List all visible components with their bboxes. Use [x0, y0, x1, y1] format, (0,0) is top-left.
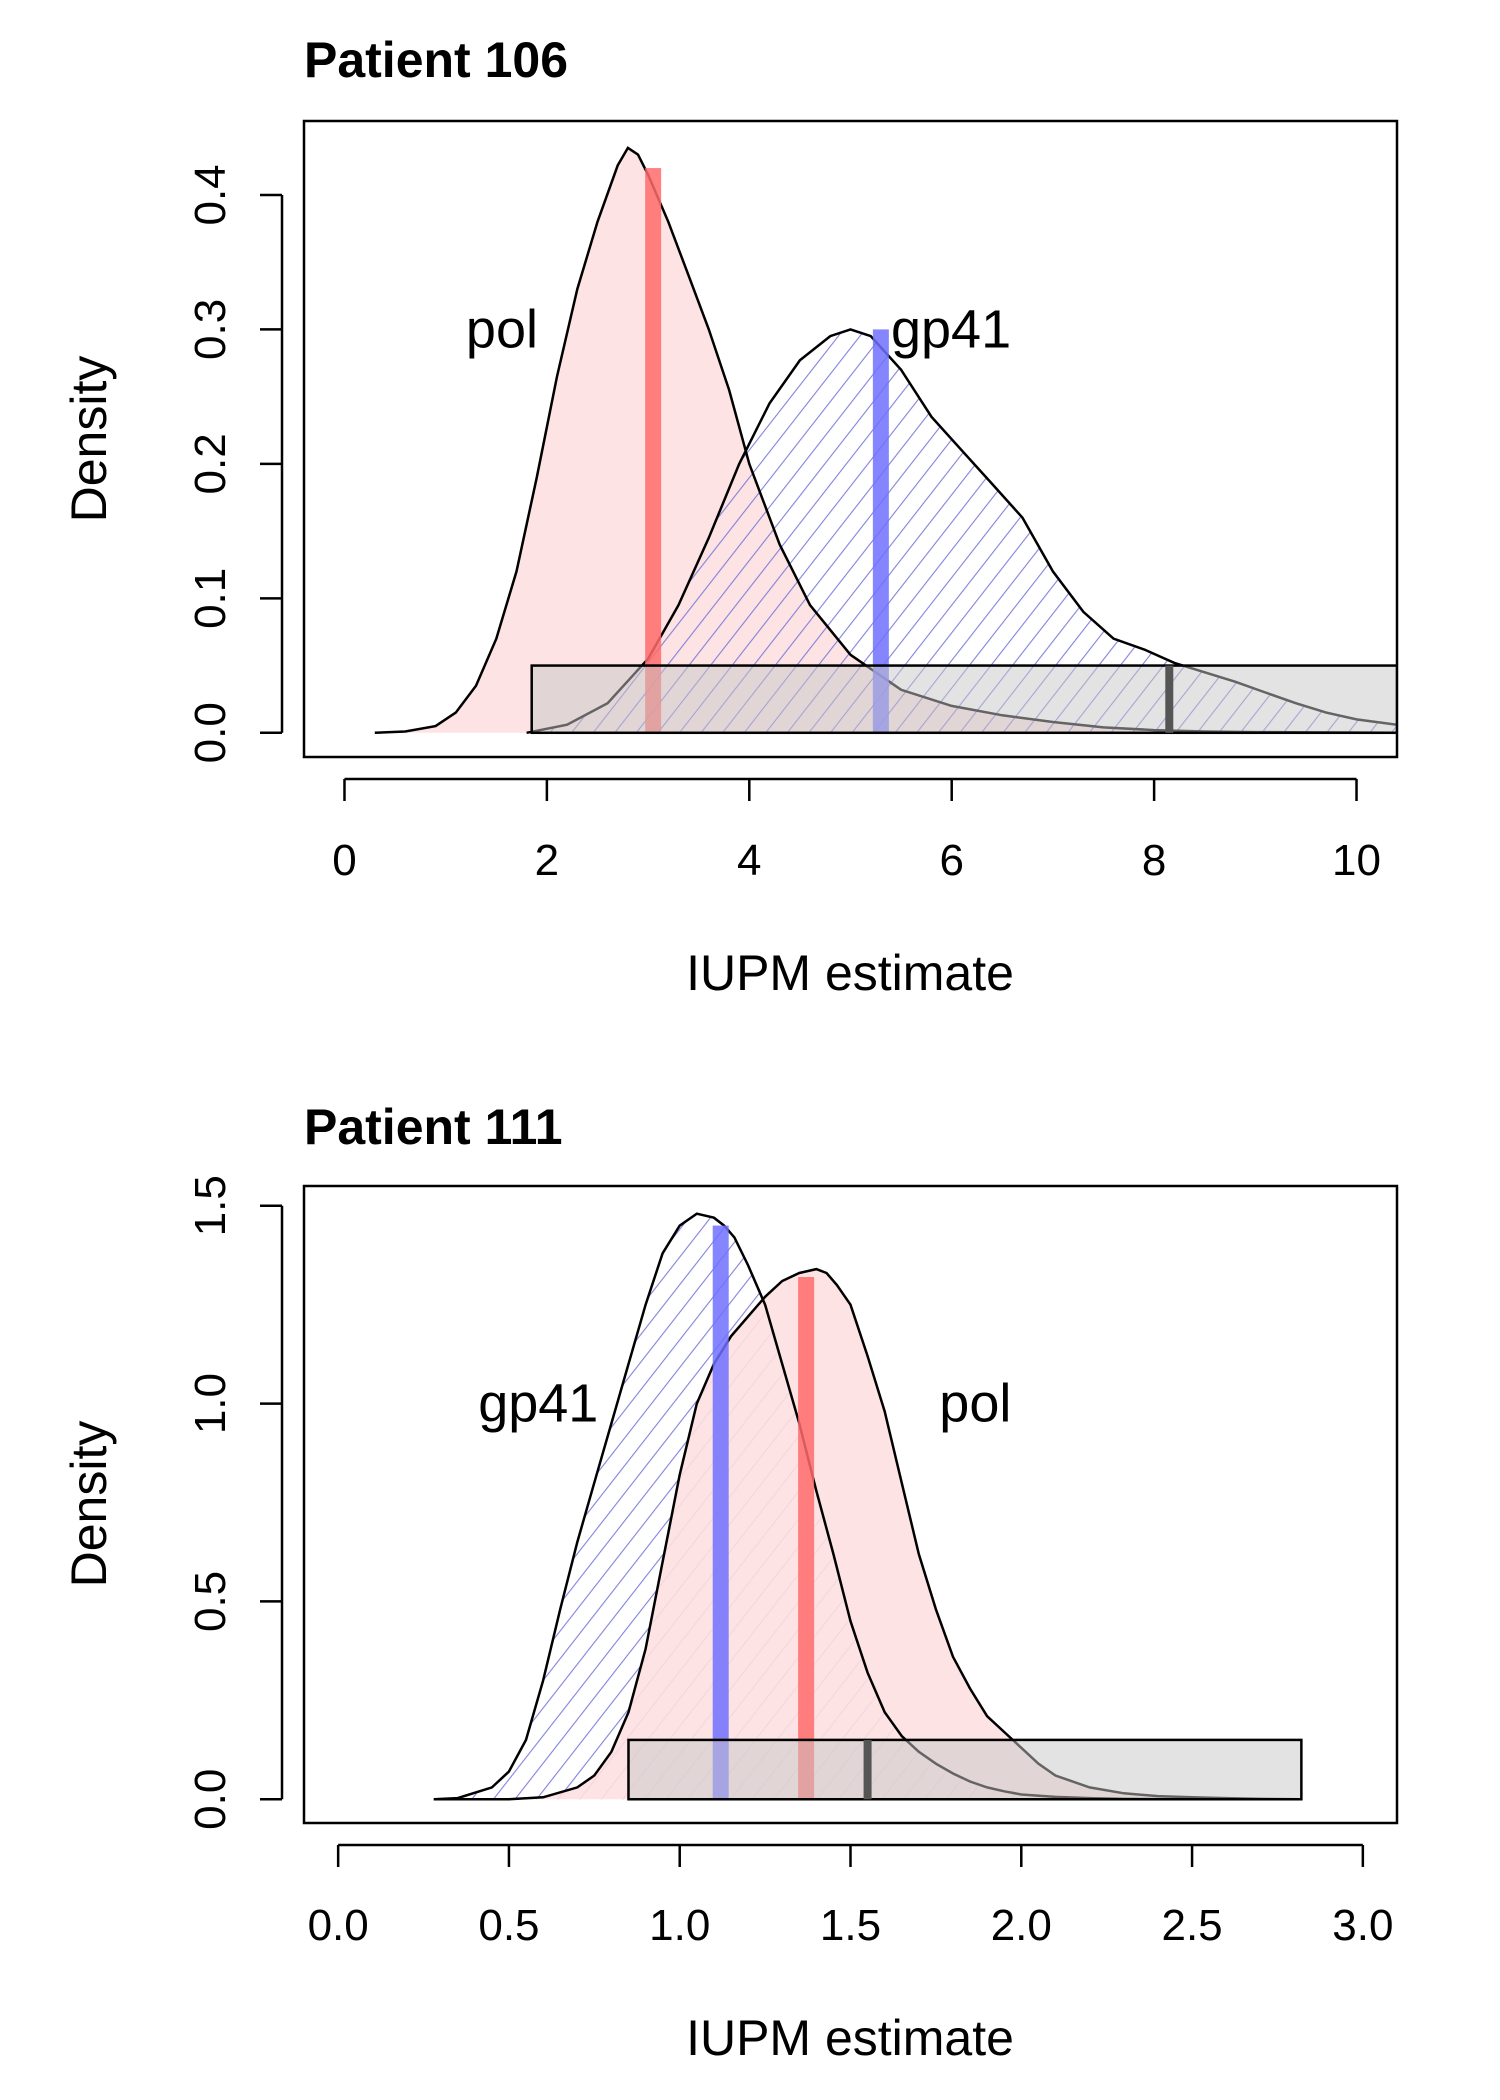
chart-title: Patient 111: [304, 1099, 563, 1155]
y-tick-label: 0.0: [186, 702, 235, 763]
x-axis-label: IUPM estimate: [686, 2010, 1014, 2066]
curve-label-pol: pol: [939, 1374, 1011, 1434]
x-axis-label: IUPM estimate: [686, 945, 1014, 1001]
y-tick-label: 1.5: [186, 1175, 235, 1236]
x-tick-label: 2.0: [991, 1901, 1052, 1950]
curve-labels: gp41 pol: [478, 1374, 1011, 1434]
panel-patient-111: Patient 111 gp41 pol 0.0 0.5 1.0 1.5 2.0 2.5 3.…: [61, 1099, 1399, 2066]
plot-frame: [302, 119, 1399, 759]
estimate-bar-pol: [798, 1277, 815, 1800]
plot-frame: [302, 1184, 1399, 1825]
y-axis: 0.0 0.1 0.2 0.3 0.4: [186, 164, 284, 763]
x-axis: 0 2 4 6 8 10: [332, 777, 1381, 885]
x-tick-label: 6: [939, 836, 963, 885]
x-tick-label: 10: [1332, 836, 1381, 885]
x-tick-label: 1.5: [820, 1901, 881, 1950]
interval-box: [530, 664, 1397, 735]
estimate-bar-gp41: [712, 1225, 729, 1800]
y-tick-label: 1.0: [186, 1373, 235, 1434]
y-tick-label: 0.0: [186, 1769, 235, 1830]
x-tick-label: 0.5: [478, 1901, 539, 1950]
curve-label-pol: pol: [466, 299, 538, 359]
plot-area: [374, 146, 1397, 735]
y-tick-label: 0.2: [186, 433, 235, 494]
estimate-bar-gp41: [872, 329, 889, 733]
y-axis-label: Density: [61, 1421, 117, 1588]
y-tick-label: 0.5: [186, 1571, 235, 1632]
x-tick-label: 2.5: [1161, 1901, 1222, 1950]
x-tick-label: 4: [737, 836, 761, 885]
interval-box: [627, 1738, 1303, 1801]
x-axis: 0.0 0.5 1.0 1.5 2.0 2.5 3.0: [308, 1843, 1393, 1950]
x-tick-label: 0.0: [308, 1901, 369, 1950]
curve-label-gp41: gp41: [478, 1374, 598, 1434]
x-tick-label: 8: [1142, 836, 1166, 885]
density-area-gp41: [526, 329, 1397, 733]
y-tick-label: 0.4: [186, 164, 235, 225]
x-tick-label: 2: [535, 836, 559, 885]
interval-mark: [863, 1739, 872, 1800]
chart-title: Patient 106: [304, 32, 568, 88]
estimate-bar-pol: [645, 168, 662, 733]
x-tick-label: 3.0: [1332, 1901, 1393, 1950]
density-area-pol: [433, 1269, 1302, 1800]
curve-label-gp41: gp41: [891, 299, 1011, 359]
x-tick-label: 0: [332, 836, 356, 885]
y-axis-label: Density: [61, 356, 117, 523]
x-tick-label: 1.0: [649, 1901, 710, 1950]
y-tick-label: 0.3: [186, 299, 235, 360]
y-axis: 0.0 0.5 1.0 1.5: [186, 1175, 284, 1830]
plot-area: [433, 1212, 1303, 1801]
interval-mark: [1165, 665, 1174, 733]
panel-patient-106: Patient 106 pol gp41 0 2 4 6 8 10 0.0 0.1 0.2 0.3…: [61, 32, 1399, 1001]
density-area-pol: [374, 147, 1397, 733]
y-tick-label: 0.1: [186, 568, 235, 629]
curve-labels: pol gp41: [466, 299, 1011, 359]
